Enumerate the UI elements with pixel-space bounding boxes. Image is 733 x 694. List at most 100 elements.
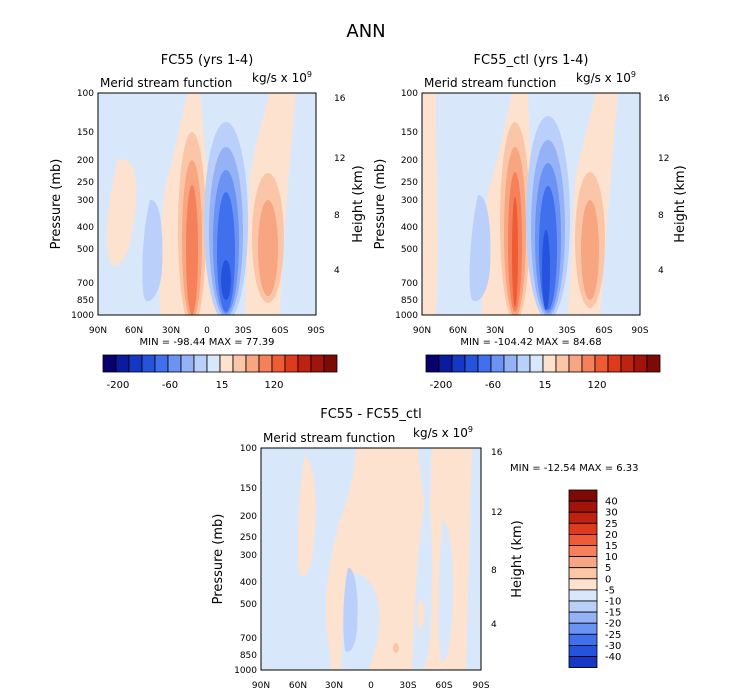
colorbar-swatch	[568, 354, 583, 373]
colorbar-label: 120	[587, 380, 606, 391]
panel-subtitle-right: kg/s x 109	[576, 70, 636, 85]
y-tick-label: 200	[401, 156, 418, 166]
colorbar-label: 120	[264, 380, 283, 391]
y-ticks-right: 16 12 8 4	[334, 94, 346, 276]
y-tick-label: 400	[240, 578, 257, 588]
colorbar-label: 40	[605, 497, 618, 508]
colorbar-swatch	[323, 354, 338, 373]
y-axis-title: Pressure (mb)	[211, 514, 226, 605]
y-tick-label: 850	[77, 296, 94, 306]
units-label: kg/s x 10	[413, 426, 468, 440]
y-ticks-left: 100 150 200 250 300 400 500 700 850 1000	[71, 89, 94, 321]
panel-fc55-ctl: FC55_ctl (yrs 1-4) Merid stream function…	[373, 53, 688, 391]
panel-title: FC55 - FC55_ctl	[320, 407, 422, 422]
colorbar-label: 20	[605, 530, 618, 541]
x-tick-label: 0	[368, 681, 374, 691]
colorbar-label: 10	[605, 552, 618, 563]
panel-subtitle-right: kg/s x 109	[252, 70, 312, 85]
colorbar-label: -10	[605, 597, 621, 608]
colorbar-swatch	[568, 645, 598, 657]
y-ticks-right: 16 12 8 4	[658, 94, 670, 276]
colorbar-label: -200	[430, 380, 453, 391]
y-ticks-right: 16 12 8 4	[491, 448, 503, 630]
x-tick-label: 0	[528, 326, 534, 336]
colorbar-swatch	[232, 354, 247, 373]
colorbar-swatch	[464, 354, 479, 373]
colorbar-swatch	[568, 656, 598, 669]
x-tick-label: 30S	[558, 326, 575, 336]
colorbar-label: 15	[216, 380, 229, 391]
colorbar-swatch	[594, 354, 609, 373]
y-tick-label: 700	[401, 279, 418, 289]
y-tick-label: 700	[240, 634, 257, 644]
height-tick-label: 12	[334, 154, 345, 164]
panel-subtitle-left: Merid stream function	[424, 76, 556, 90]
colorbar-label: -200	[107, 380, 130, 391]
units-label: kg/s x 10	[576, 71, 631, 85]
colorbar-swatch	[503, 354, 518, 373]
y-tick-label: 300	[240, 551, 257, 561]
colorbar-swatch	[568, 534, 598, 546]
x-tick-label: 60N	[125, 326, 143, 336]
min-max-label: MIN = -12.54 MAX = 6.33	[510, 463, 639, 474]
colorbar-swatch	[490, 354, 505, 373]
x-ticks: 90N 60N 30N 0 30S 60S 90S	[413, 326, 649, 336]
y-tick-label: 250	[401, 178, 418, 188]
colorbar-swatch	[297, 354, 312, 373]
colorbar-swatch	[568, 578, 598, 591]
colorbar-label: -15	[605, 608, 621, 619]
y-ticks-left: 100 150 200 250 300 400 500 700 850 1000	[395, 89, 418, 321]
colorbar-swatch	[529, 354, 544, 373]
colorbar-swatch	[568, 556, 598, 569]
x-tick-label: 60N	[449, 326, 467, 336]
x-tick-label: 30N	[486, 326, 504, 336]
units-exponent: 9	[631, 70, 636, 79]
height-tick-label: 4	[491, 620, 497, 630]
y-tick-label: 1000	[395, 311, 418, 321]
y-axis-title-right: Height (km)	[510, 520, 525, 597]
x-tick-label: 60S	[595, 326, 612, 336]
x-tick-label: 90N	[89, 326, 107, 336]
y-tick-label: 500	[77, 245, 94, 255]
colorbar-swatch	[542, 354, 557, 373]
colorbar-swatch	[568, 633, 598, 646]
x-tick-label: 90S	[307, 326, 324, 336]
colorbar-swatch	[568, 500, 598, 513]
colorbar-swatch	[206, 354, 221, 373]
x-tick-label: 90S	[631, 326, 648, 336]
x-tick-label: 0	[204, 326, 210, 336]
y-tick-label: 100	[401, 89, 418, 99]
colorbar-swatch	[310, 354, 325, 373]
colorbar-label: -60	[485, 380, 501, 391]
y-tick-label: 300	[401, 196, 418, 206]
colorbar-label: -60	[162, 380, 178, 391]
height-tick-label: 12	[658, 154, 669, 164]
colorbar-swatch	[568, 589, 598, 602]
panel-difference: FC55 - FC55_ctl Merid stream function kg…	[211, 407, 639, 691]
units-label: kg/s x 10	[252, 71, 307, 85]
colorbar-swatch	[607, 354, 622, 373]
x-tick-label: 30S	[234, 326, 251, 336]
x-tick-label: 60S	[271, 326, 288, 336]
x-ticks: 90N 60N 30N 0 30S 60S 90S	[89, 326, 325, 336]
colorbar-swatch	[425, 354, 440, 373]
colorbar-swatch	[180, 354, 195, 373]
colorbar-label: -40	[605, 652, 621, 663]
colorbar-swatch	[115, 354, 130, 373]
colorbar-label: -5	[605, 585, 615, 596]
colorbar-swatch	[193, 354, 208, 373]
y-tick-label: 1000	[234, 666, 257, 676]
height-tick-label: 8	[491, 566, 497, 576]
colorbar-label: -30	[605, 641, 621, 652]
colorbar-swatch	[102, 354, 117, 373]
height-tick-label: 12	[491, 508, 502, 518]
height-tick-label: 8	[334, 211, 340, 221]
colorbar-label: -25	[605, 630, 621, 641]
y-tick-label: 100	[240, 444, 257, 454]
colorbar	[568, 489, 598, 669]
min-max-label: MIN = -98.44 MAX = 77.39	[140, 337, 275, 348]
units-exponent: 9	[468, 425, 473, 434]
colorbar	[102, 354, 338, 373]
colorbar-label: 15	[605, 541, 618, 552]
colorbar-swatch	[477, 354, 492, 373]
